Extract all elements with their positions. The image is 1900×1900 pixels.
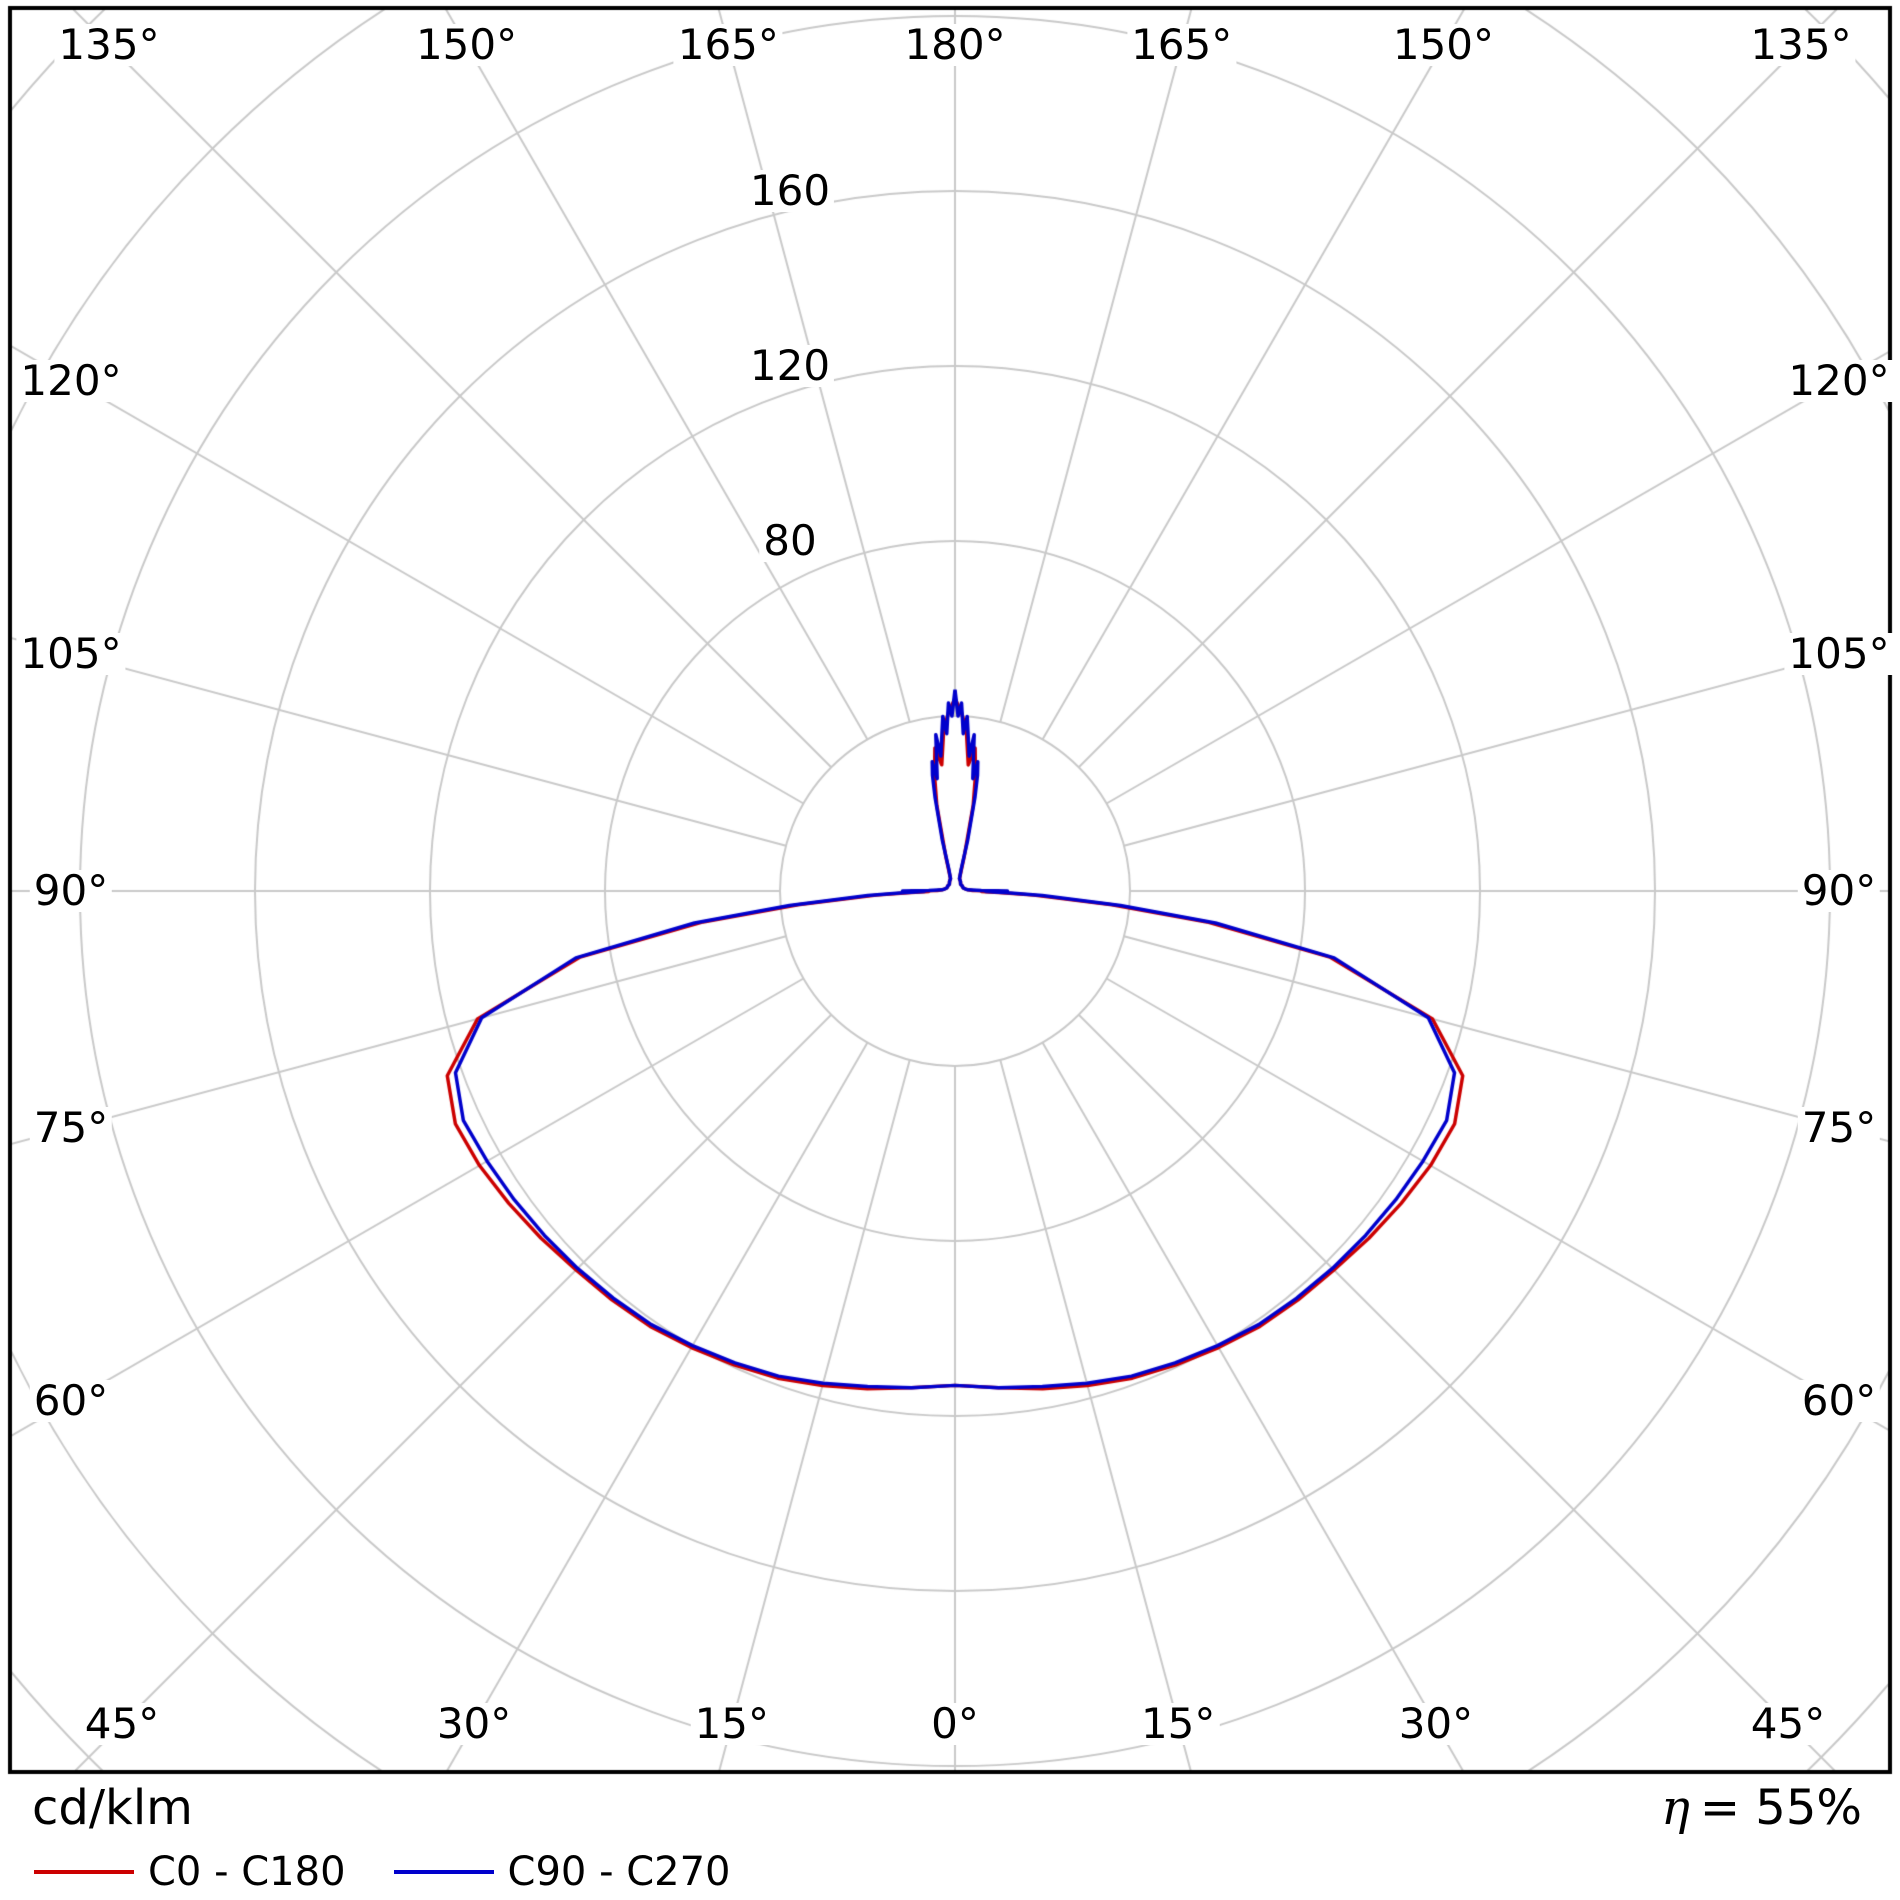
c90-c270-line-swatch: [393, 1870, 494, 1874]
efficiency-label: η = 55%: [1661, 1782, 1862, 1835]
eta-value: = 55%: [1699, 1780, 1862, 1836]
c0-c180-line-swatch: [34, 1870, 134, 1874]
legend-label-c0-c180: C0 - C180: [148, 1849, 346, 1895]
legend-item-c0-c180: C0 - C180: [34, 1852, 346, 1892]
unit-label: cd/klm: [32, 1780, 193, 1836]
eta-symbol: η: [1661, 1780, 1690, 1836]
legend-item-c90-c270: C90 - C270: [393, 1849, 731, 1895]
legend: C0 - C180 C90 - C270: [34, 1852, 731, 1892]
legend-label-c90-c270: C90 - C270: [507, 1849, 731, 1895]
